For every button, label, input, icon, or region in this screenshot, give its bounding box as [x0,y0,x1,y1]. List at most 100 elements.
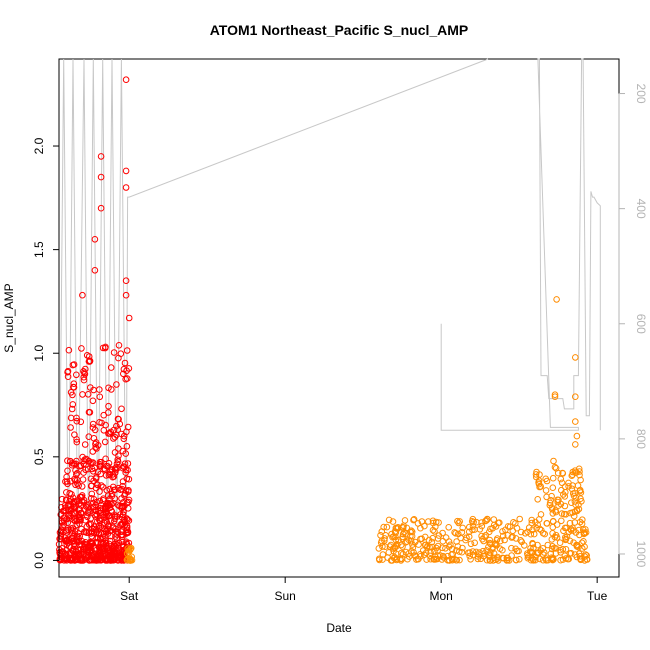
data-point [119,503,126,510]
data-point [78,345,85,352]
x-tick-label: Tue [587,589,608,603]
data-point [112,464,120,471]
data-point [119,511,127,518]
data-point [535,479,542,486]
data-point [97,517,104,525]
data-point [66,490,73,497]
y2-tick-label: 400 [634,199,648,219]
data-point [78,538,86,545]
data-point [548,492,555,500]
data-point [82,503,90,510]
data-point [425,518,432,525]
data-point [410,516,417,524]
data-point [115,354,122,362]
data-point [76,520,83,527]
data-point [562,546,570,553]
data-point [459,544,466,552]
data-point [102,455,109,463]
data-point [551,391,559,399]
data-point [469,548,477,555]
data-point [515,547,522,555]
data-point [100,513,108,521]
data-point [123,538,130,546]
data-point [551,463,559,471]
data-point [81,441,89,448]
data-point [574,482,582,489]
data-point [96,458,104,466]
data-point [536,555,544,563]
data-point [549,484,557,492]
data-point [565,483,572,490]
data-point [484,516,491,523]
data-point [377,532,384,539]
data-point [97,153,105,160]
data-point [462,536,469,544]
data-point [110,349,118,356]
data-point [503,557,511,564]
data-point [408,528,416,536]
data-point [451,529,458,536]
data-point [510,519,517,526]
data-point [69,527,76,535]
data-point [379,551,387,558]
data-point [487,525,494,533]
data-point [582,529,590,536]
data-point [581,543,588,551]
data-point [385,549,393,556]
data-point [78,483,86,490]
data-point [72,481,79,489]
data-point [453,538,460,545]
altitude-line-flight2 [440,58,601,431]
data-point [562,534,569,541]
data-point [410,549,417,556]
data-point [493,542,500,549]
data-point [62,504,69,512]
data-point [573,543,581,550]
data-point [88,482,95,490]
data-point [59,548,66,555]
data-point [499,532,507,540]
data-point [103,462,110,470]
data-point [479,535,486,543]
data-point [471,526,478,533]
data-point [96,386,103,393]
data-point [524,554,532,562]
data-point [409,544,417,551]
data-point [482,531,490,539]
data-point [107,364,115,371]
data-point [432,556,440,563]
data-point [69,391,76,399]
data-point [70,361,78,368]
data-point [569,482,576,489]
data-point [124,460,132,467]
data-point [434,547,441,554]
y-tick-label: 0.0 [32,552,46,569]
data-point [533,524,540,532]
data-point [532,473,540,481]
data-point [119,478,127,485]
data-point [533,549,541,557]
data-point [124,505,132,512]
data-point [558,486,565,494]
data-point [81,369,88,377]
data-point [517,537,524,544]
y-axis-left: 0.0 0.5 1.0 1.5 2.0 [32,137,60,569]
data-point [559,470,567,477]
data-point [92,506,100,514]
data-point [119,447,127,455]
data-point [549,506,556,513]
data-point [119,533,126,540]
data-point [123,443,131,450]
data-point [490,550,498,557]
data-point [486,539,494,547]
data-point [85,457,92,465]
data-point [88,556,95,564]
data-point [118,485,126,493]
data-point [543,520,551,527]
data-point [419,547,427,554]
data-point [495,557,502,564]
data-point [467,540,475,548]
data-point [72,467,79,474]
data-point [528,516,536,524]
data-point [91,267,99,274]
